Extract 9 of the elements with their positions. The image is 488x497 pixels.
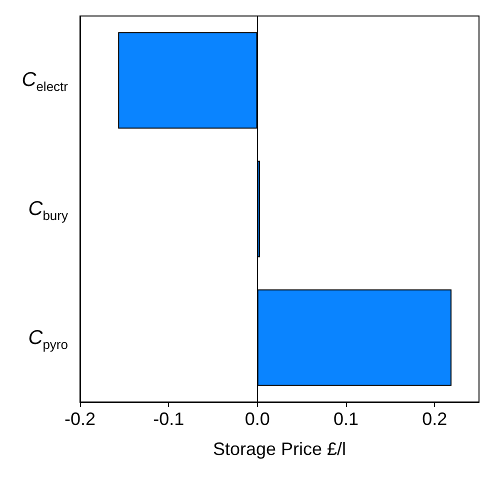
- y-tick-label: C$_{electr}$: [22, 68, 68, 96]
- x-tick-label: 0.2: [422, 409, 448, 429]
- x-tick-label: -0.2: [64, 409, 96, 429]
- x-axis-title: Storage Price £/l: [212, 439, 346, 459]
- x-tick-label: 0.0: [244, 409, 270, 429]
- x-tick-label: 0.1: [333, 409, 359, 429]
- y-tick-label: C$_{pyro}$: [28, 326, 68, 354]
- x-tick-label: -0.1: [153, 409, 184, 429]
- y-tick-label: C$_{bury}$: [28, 197, 68, 225]
